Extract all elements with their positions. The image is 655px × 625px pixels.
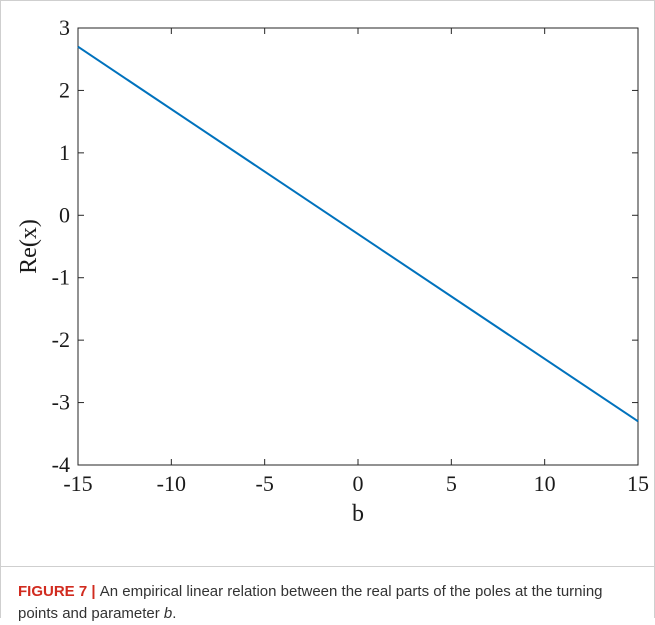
x-tick-label: -10: [157, 471, 186, 496]
figure-caption: FIGURE 7 | An empirical linear relation …: [18, 581, 638, 625]
series-group: [77, 45, 639, 423]
caption-end: .: [172, 605, 177, 622]
caption-text: An empirical linear relation between the…: [18, 583, 603, 622]
y-tick-label: 2: [59, 77, 70, 102]
caption-divider: [0, 566, 655, 567]
figure-id: FIGURE 7: [18, 583, 88, 600]
x-axis-label: b: [352, 501, 364, 527]
y-tick-label: 1: [59, 140, 70, 165]
y-axis-label: Re(x): [16, 219, 42, 274]
y-tick-label: -1: [52, 265, 70, 290]
x-tick-label: 10: [534, 471, 556, 496]
y-tick-label: -3: [52, 390, 70, 415]
x-tick-label: 0: [353, 471, 364, 496]
caption-separator: |: [87, 583, 100, 600]
x-tick-label: 5: [446, 471, 457, 496]
y-tick-label: 3: [59, 15, 70, 40]
x-tick-label: 15: [627, 471, 649, 496]
x-tick-label: -5: [256, 471, 274, 496]
plot-area: [77, 27, 639, 466]
plot-box: [77, 27, 639, 466]
x-tick-label: -15: [63, 471, 92, 496]
y-tick-label: 0: [59, 202, 70, 227]
y-tick-label: -2: [52, 327, 70, 352]
series-line: [77, 45, 639, 423]
caption-italic-b: b: [163, 605, 173, 622]
y-tick-label: -4: [52, 452, 70, 477]
